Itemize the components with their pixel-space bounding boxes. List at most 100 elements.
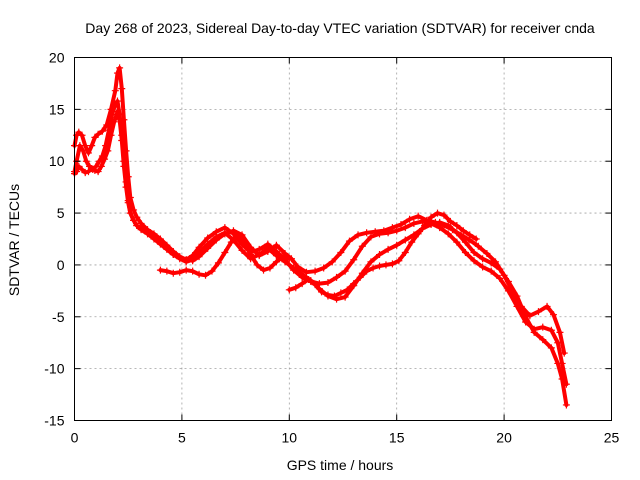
data-point bbox=[298, 280, 306, 288]
data-point bbox=[110, 118, 118, 126]
data-point bbox=[343, 286, 351, 294]
data-point bbox=[137, 225, 145, 233]
data-point bbox=[133, 222, 141, 230]
data-point bbox=[311, 267, 319, 275]
data-point bbox=[504, 287, 512, 295]
data-point bbox=[124, 199, 132, 207]
y-tick-label: 0 bbox=[57, 257, 65, 273]
data-point bbox=[421, 222, 429, 230]
data-point bbox=[176, 255, 184, 263]
data-point bbox=[260, 266, 268, 274]
data-point bbox=[292, 284, 300, 292]
data-point bbox=[311, 281, 319, 289]
data-point bbox=[324, 291, 332, 299]
data-point bbox=[388, 260, 396, 268]
data-point bbox=[221, 229, 229, 237]
x-tick-label: 10 bbox=[282, 430, 298, 446]
data-point bbox=[290, 264, 298, 272]
data-point bbox=[376, 251, 384, 259]
data-point bbox=[363, 229, 371, 237]
data-point bbox=[550, 311, 558, 319]
data-point bbox=[202, 271, 210, 279]
data-point bbox=[461, 248, 469, 256]
data-point bbox=[350, 280, 358, 288]
data-point bbox=[204, 234, 212, 242]
data-point bbox=[453, 222, 461, 230]
data-point bbox=[255, 251, 263, 259]
data-point bbox=[234, 232, 242, 240]
data-point bbox=[427, 220, 435, 228]
data-point bbox=[169, 269, 177, 277]
series-trace-b bbox=[71, 97, 570, 388]
data-point bbox=[547, 326, 555, 334]
series-trace-a bbox=[71, 64, 568, 357]
data-point bbox=[302, 268, 310, 276]
data-point bbox=[79, 147, 87, 155]
data-point bbox=[479, 255, 487, 263]
data-point bbox=[376, 262, 384, 270]
x-axis-label: GPS time / hours bbox=[287, 457, 394, 473]
data-point bbox=[418, 217, 426, 225]
x-tick-label: 25 bbox=[604, 430, 620, 446]
data-point bbox=[169, 251, 177, 259]
data-point bbox=[150, 232, 158, 240]
data-point bbox=[238, 231, 246, 239]
y-tick-label: -5 bbox=[52, 309, 65, 325]
data-point bbox=[376, 230, 384, 238]
data-point bbox=[539, 323, 547, 331]
data-point bbox=[414, 212, 422, 220]
data-point bbox=[272, 252, 280, 260]
data-point bbox=[240, 238, 248, 246]
data-point bbox=[341, 293, 349, 301]
data-point bbox=[470, 248, 478, 256]
chart-title: Day 268 of 2023, Sidereal Day-to-day VTE… bbox=[85, 20, 595, 36]
data-point bbox=[367, 258, 375, 266]
data-point bbox=[208, 267, 216, 275]
data-point bbox=[133, 213, 141, 221]
data-point bbox=[195, 248, 203, 256]
data-point bbox=[530, 328, 538, 336]
data-point bbox=[107, 131, 115, 139]
series-trace-c bbox=[71, 107, 570, 409]
data-point bbox=[483, 250, 491, 258]
data-point bbox=[358, 242, 366, 250]
data-point bbox=[266, 264, 274, 272]
data-point bbox=[320, 264, 328, 272]
data-point bbox=[453, 229, 461, 237]
data-point bbox=[414, 230, 422, 238]
series-trace-e bbox=[285, 209, 480, 300]
data-point bbox=[395, 257, 403, 265]
y-tick-label: -10 bbox=[44, 361, 64, 377]
data-point bbox=[238, 246, 246, 254]
data-point bbox=[384, 229, 392, 237]
data-point bbox=[459, 227, 467, 235]
data-point bbox=[75, 162, 83, 170]
data-point bbox=[82, 157, 90, 165]
data-point bbox=[547, 344, 555, 352]
data-point bbox=[367, 233, 375, 241]
data-point bbox=[113, 107, 121, 115]
plot-frame bbox=[74, 57, 612, 421]
data-point bbox=[84, 149, 92, 157]
data-point bbox=[440, 211, 448, 219]
data-point bbox=[113, 69, 121, 77]
data-point bbox=[408, 238, 416, 246]
data-point bbox=[163, 244, 171, 252]
data-point bbox=[214, 259, 222, 267]
data-point bbox=[333, 273, 341, 281]
y-axis-label: SDTVAR / TECUs bbox=[6, 184, 22, 296]
data-point bbox=[539, 336, 547, 344]
data-point bbox=[229, 230, 237, 238]
data-point bbox=[84, 168, 92, 176]
data-point bbox=[285, 255, 293, 263]
data-point bbox=[543, 302, 551, 310]
data-point bbox=[406, 215, 414, 223]
y-tick-label: 5 bbox=[57, 205, 65, 221]
data-point bbox=[354, 231, 362, 239]
data-point bbox=[393, 227, 401, 235]
y-tick-label: 20 bbox=[49, 50, 65, 66]
data-point bbox=[182, 266, 190, 274]
x-tick-label: 0 bbox=[71, 430, 79, 446]
data-point bbox=[487, 259, 495, 267]
x-tick-label: 15 bbox=[389, 430, 405, 446]
